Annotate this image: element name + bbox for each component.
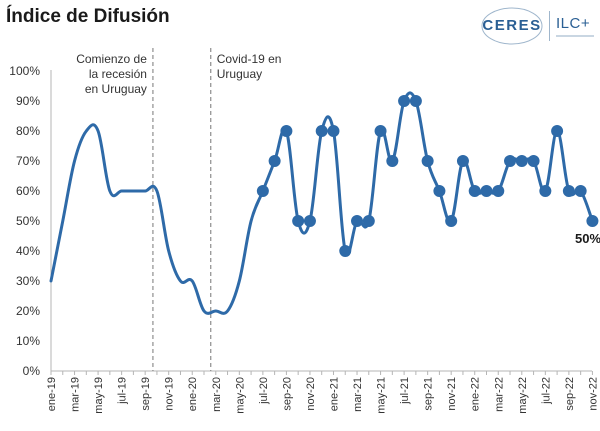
data-point [268,155,281,167]
annotation-text: la recesión [89,67,147,81]
x-tick-label: mar-20 [211,377,223,412]
data-point [515,155,528,167]
x-tick-label: mar-21 [352,377,364,412]
data-point [539,185,552,197]
x-tick-label: mar-19 [70,377,82,412]
x-tick-label: sep-21 [423,377,435,411]
data-point [551,125,564,137]
data-point [362,215,375,227]
data-point [256,185,269,197]
x-tick-label: sep-20 [281,377,293,411]
x-tick-label: ene-20 [187,377,199,411]
data-point [456,155,469,167]
x-tick-label: sep-22 [564,377,576,411]
y-axis-labels: 0% 10% 20% 30% 40% 50% 60% 70% 80% 90% 100% [9,64,40,378]
data-point [468,185,481,197]
y-tick-label: 60% [16,184,40,198]
data-point [280,125,293,137]
data-point [339,245,352,257]
y-tick-label: 40% [16,244,40,258]
y-tick-label: 30% [16,274,40,288]
ilc-logo-text: ILC+ [556,14,591,32]
x-tick-label: nov-21 [446,377,458,411]
data-point [303,215,316,227]
data-point [480,185,493,197]
x-axis-labels: ene-19 mar-19 may-19 jul-19 sep-19 nov-19 ene-… [46,377,599,414]
data-points [256,95,599,257]
ceres-ilc-logo: CERES ILC+ [479,6,594,46]
annotation-text: Uruguay [217,67,262,81]
x-tick-label: nov-19 [164,377,176,411]
data-point [398,95,411,107]
x-tick-label: ene-22 [470,377,482,411]
y-tick-label: 70% [16,154,40,168]
data-point [574,185,587,197]
data-point [504,155,517,167]
x-tick-label: may-20 [234,377,246,414]
end-value-label: 50% [575,231,600,246]
y-tick-label: 10% [16,334,40,348]
x-tick-label: jul-22 [540,377,552,405]
data-point [409,95,422,107]
ceres-logo: CERES [479,6,545,46]
data-point [492,185,505,197]
data-point [374,125,387,137]
ilc-logo-underline [556,34,594,37]
x-tick-label: jul-19 [117,377,129,405]
data-point [386,155,399,167]
x-tick-label: may-22 [517,377,529,414]
annotation-text: Covid-19 en [217,52,282,66]
y-tick-label: 0% [23,364,41,378]
x-tick-label: jul-21 [399,377,411,405]
x-axis-ticks [50,371,593,375]
annotation-text: en Uruguay [85,82,147,96]
x-tick-label: nov-20 [305,377,317,411]
x-tick-label: mar-22 [493,377,505,412]
y-tick-label: 50% [16,214,40,228]
x-tick-label: nov-22 [587,377,599,411]
x-tick-label: jul-20 [258,377,270,405]
data-point [421,155,434,167]
y-tick-label: 80% [16,124,40,138]
data-point [315,125,328,137]
data-point [586,215,599,227]
x-tick-label: ene-19 [46,377,58,411]
y-tick-label: 90% [16,94,40,108]
y-tick-label: 20% [16,304,40,318]
ceres-logo-text: CERES [482,17,542,34]
x-tick-label: may-21 [376,377,388,414]
data-point [445,215,458,227]
chart-title: Índice de Difusión [6,6,170,27]
data-point [562,185,575,197]
data-point [433,185,446,197]
data-point [327,125,340,137]
data-point [527,155,540,167]
y-tick-label: 100% [9,64,40,78]
x-tick-label: sep-19 [140,377,152,411]
x-tick-label: ene-21 [328,377,340,411]
x-tick-label: may-19 [93,377,105,414]
ilc-logo: ILC+ [556,14,594,37]
annotation-text: Comienzo de [76,52,147,66]
series-line [49,91,594,315]
logo-divider [549,11,550,41]
data-point [292,215,305,227]
data-point [351,215,364,227]
